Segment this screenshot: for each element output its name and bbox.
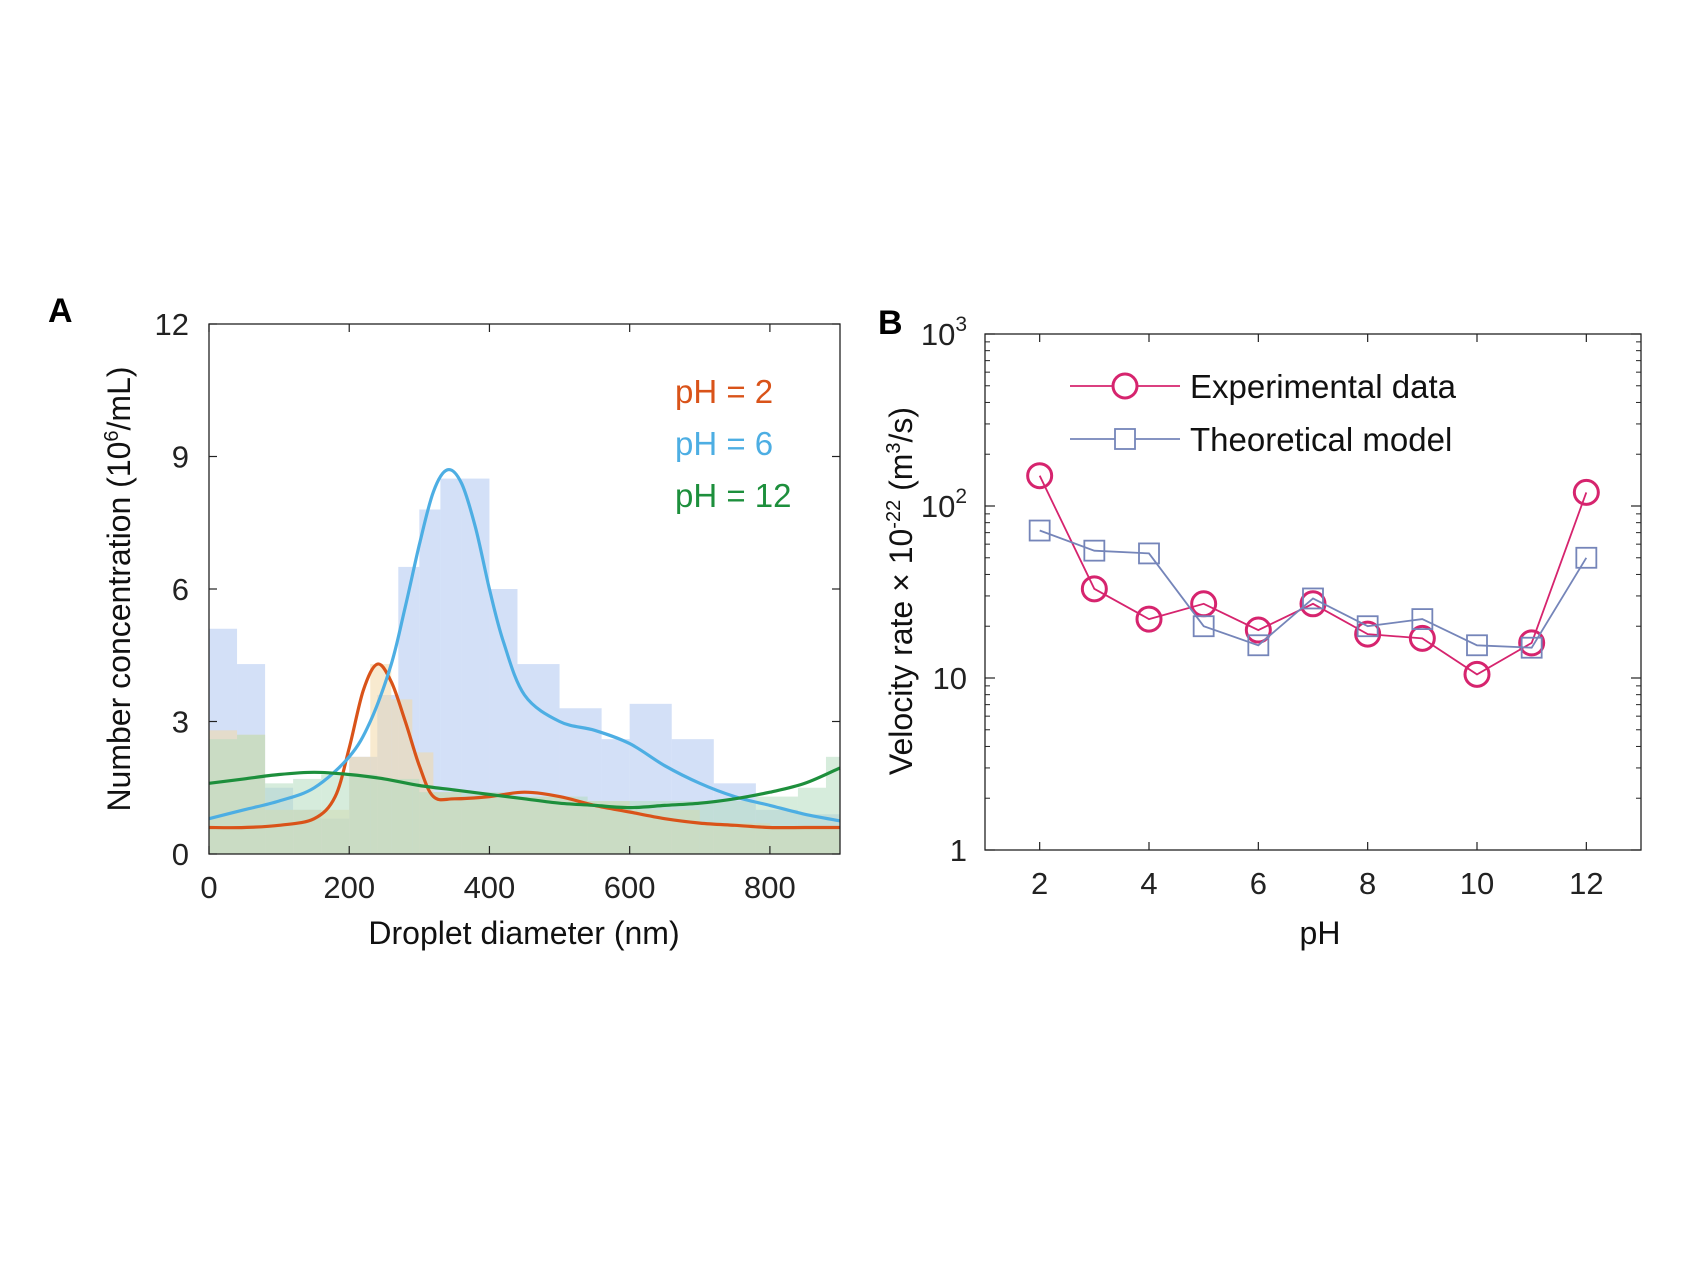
y-tick-label: 102 [921, 485, 967, 524]
panel-a-lines [208, 467, 841, 830]
data-point-theoretical-model [1247, 634, 1270, 657]
x-tick-label: 600 [604, 870, 656, 905]
data-point-theoretical-model [1028, 519, 1051, 542]
x-tick-label: 4 [1140, 866, 1157, 901]
legend-label-ph-2: pH = 2 [675, 373, 773, 410]
data-point-theoretical-model [1466, 634, 1488, 657]
series-line-ph-12 [208, 766, 841, 810]
x-tick-label: 0 [200, 870, 217, 905]
legend-marker-theoretical-model [1114, 428, 1136, 450]
panel-a-histograms [209, 478, 840, 854]
hist-bar-ph-12 [503, 796, 546, 854]
series-line-theoretical-model [1039, 529, 1588, 649]
legend-marker-experimental-data [1111, 372, 1139, 400]
hist-bar-ph-12 [377, 778, 420, 854]
hist-bar-ph-6 [440, 478, 462, 854]
legend-label-theoretical-model: Theoretical model [1190, 421, 1452, 458]
legend-label-ph-6: pH = 6 [675, 425, 773, 462]
legend-label-ph-12: pH = 12 [675, 477, 792, 514]
panel-b-y-axis-label-unit-end: /s) [883, 407, 919, 443]
hist-bar-ph-12 [237, 734, 266, 854]
hist-bar-ph-12 [321, 774, 350, 854]
data-point-experimental-data [1354, 620, 1382, 648]
data-point-theoretical-model [1192, 615, 1215, 638]
panel-a-y-axis-label-main: Number concentration (10 [101, 442, 137, 812]
hist-bar-ph-12 [349, 774, 378, 854]
panel-a: A 0 200 400 600 800 0 3 6 9 12 pH = 2 pH = 6 pH = 1… [48, 292, 841, 951]
data-point-theoretical-model [1083, 539, 1106, 562]
panel-b-y-axis-label-unit-sup: 3 [883, 442, 905, 453]
y-tick-label: 6 [172, 572, 189, 607]
panel-a-letter: A [48, 292, 73, 330]
series-line-experimental-data [1038, 475, 1588, 676]
hist-bar-ph-12 [825, 756, 840, 854]
data-point-theoretical-model [1411, 608, 1434, 631]
y-tick-label: 9 [172, 440, 189, 475]
hist-bar-ph-12 [419, 792, 462, 854]
y-tick-label: 12 [155, 307, 189, 342]
x-tick-label: 12 [1569, 866, 1603, 901]
y-tick-label: 103 [921, 313, 967, 352]
panel-b-lines [1026, 462, 1600, 688]
data-point-experimental-data [1080, 575, 1108, 603]
data-point-theoretical-model [1356, 615, 1379, 638]
x-tick-label: 400 [464, 870, 516, 905]
data-point-theoretical-model [1575, 546, 1598, 569]
panel-a-x-axis-label: Droplet diameter (nm) [368, 915, 679, 951]
data-point-experimental-data [1408, 624, 1436, 652]
panel-b-ticks: 2 4 6 8 10 12 1 10 102 103 [921, 313, 1641, 901]
panel-b-y-axis-label-exp: -22 [883, 500, 905, 529]
series-line-ph-6 [208, 467, 841, 823]
data-point-experimental-data [1244, 616, 1272, 644]
panel-a-y-axis-label-end: /mL) [101, 366, 137, 430]
x-tick-label: 8 [1359, 866, 1376, 901]
data-point-theoretical-model [1302, 587, 1324, 610]
panel-a-y-axis-label: Number concentration (106/mL) [101, 366, 137, 811]
series-line-ph-2 [208, 662, 840, 830]
panel-b-y-axis-label-main: Velocity rate × 10 [883, 529, 919, 775]
panel-b-axes [984, 333, 1642, 851]
panel-b: B 2 4 6 8 10 12 1 10 102 103 Experimental data The… [878, 304, 1642, 951]
hist-bar-ph-12 [265, 783, 294, 854]
y-tick-label: 0 [172, 837, 189, 872]
hist-bar-ph-12 [797, 787, 826, 854]
x-tick-label: 200 [323, 870, 375, 905]
x-tick-label: 2 [1031, 866, 1048, 901]
panel-b-letter: B [878, 304, 903, 342]
x-tick-label: 800 [744, 870, 796, 905]
x-tick-label: 6 [1250, 866, 1267, 901]
data-point-experimental-data [1518, 629, 1546, 657]
panel-a-ticks: 0 200 400 600 800 0 3 6 9 12 [155, 307, 840, 905]
legend-label-experimental-data: Experimental data [1190, 368, 1457, 405]
x-tick-label: 10 [1460, 866, 1494, 901]
data-point-experimental-data [1135, 605, 1163, 633]
panel-a-y-axis-label-sup: 6 [101, 430, 123, 441]
y-tick-label: 1 [950, 833, 967, 868]
data-point-theoretical-model [1138, 542, 1160, 565]
data-point-experimental-data [1463, 660, 1491, 688]
data-point-theoretical-model [1520, 636, 1543, 659]
hist-bar-ph-12 [209, 739, 238, 854]
panel-b-y-axis-label-unit: (m [883, 454, 919, 500]
hist-bar-ph-12 [671, 801, 714, 854]
data-point-experimental-data [1026, 462, 1054, 490]
panel-b-y-axis-label: Velocity rate × 10-22 (m3/s) [883, 407, 919, 775]
panel-b-legend: Experimental data Theoretical model [1070, 368, 1457, 458]
data-point-experimental-data [1572, 478, 1600, 506]
panel-b-x-axis-label: pH [1300, 915, 1341, 951]
y-tick-label: 10 [933, 661, 967, 696]
y-tick-label: 3 [172, 705, 189, 740]
hist-bar-ph-12 [629, 801, 672, 854]
panel-a-legend: pH = 2 pH = 6 pH = 12 [675, 373, 792, 514]
hist-bar-ph-12 [461, 792, 504, 854]
